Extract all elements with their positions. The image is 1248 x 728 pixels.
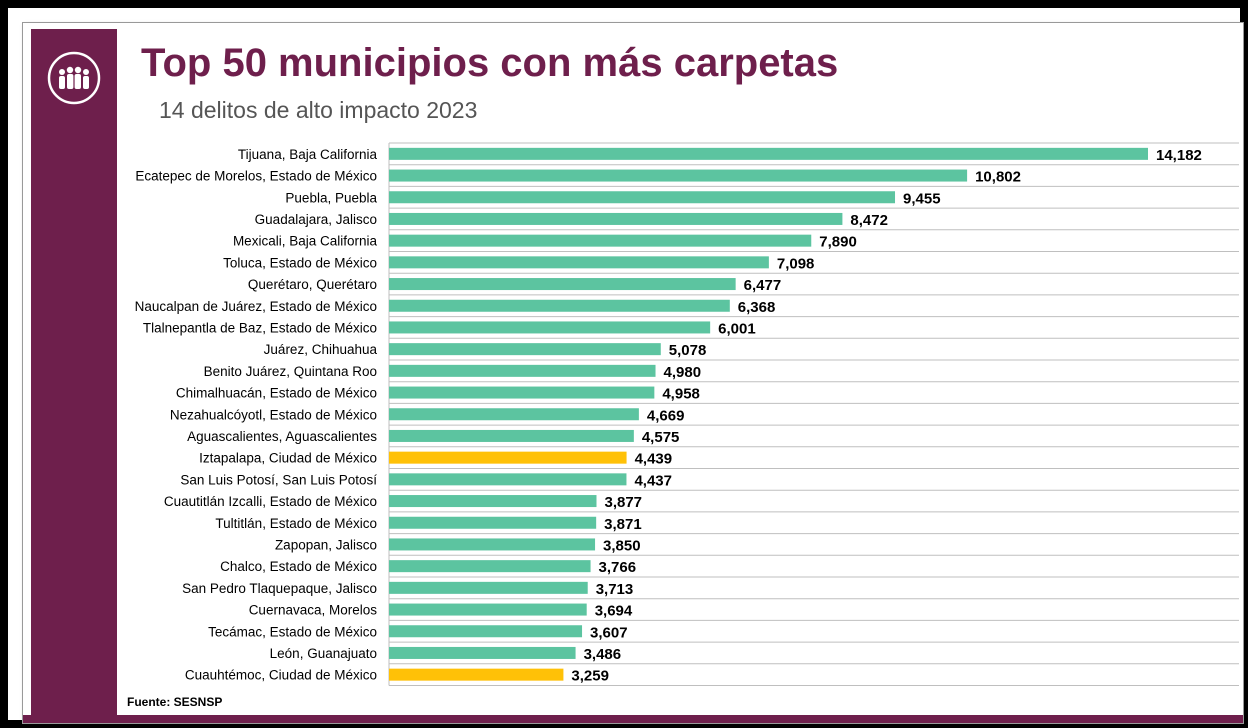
value-label: 3,766 bbox=[599, 559, 637, 576]
bar bbox=[389, 429, 634, 442]
value-label: 3,850 bbox=[603, 537, 641, 554]
category-label: Aguascalientes, Aguascalientes bbox=[187, 429, 377, 444]
category-label: Toluca, Estado de México bbox=[223, 255, 377, 270]
category-label: León, Guanajuato bbox=[270, 646, 377, 661]
bottom-strip bbox=[23, 715, 1243, 723]
bar bbox=[389, 625, 583, 638]
value-label: 3,694 bbox=[595, 603, 633, 620]
value-label: 3,871 bbox=[604, 516, 642, 533]
inner-frame: Top 50 municipios con más carpetas 14 de… bbox=[8, 8, 1244, 724]
value-label: 5,078 bbox=[669, 342, 707, 359]
bar bbox=[389, 668, 564, 681]
category-label: Tijuana, Baja California bbox=[238, 147, 378, 162]
category-label: Chimalhuacán, Estado de México bbox=[176, 386, 377, 401]
value-label: 4,980 bbox=[664, 364, 702, 381]
category-label: Cuauhtémoc, Ciudad de México bbox=[185, 668, 377, 683]
category-label: Mexicali, Baja California bbox=[233, 234, 378, 249]
bar bbox=[389, 299, 730, 312]
value-label: 6,001 bbox=[718, 320, 756, 337]
value-label: 7,890 bbox=[819, 234, 857, 251]
bar bbox=[389, 538, 596, 551]
bar bbox=[389, 321, 711, 334]
category-label: Iztapalapa, Ciudad de México bbox=[199, 451, 377, 466]
category-label: San Pedro Tlaquepaque, Jalisco bbox=[182, 581, 377, 596]
bar bbox=[389, 603, 587, 616]
value-label: 4,437 bbox=[634, 472, 672, 489]
category-label: Tecámac, Estado de México bbox=[208, 624, 377, 639]
bar bbox=[389, 516, 597, 529]
bar bbox=[389, 256, 769, 269]
category-label: Chalco, Estado de México bbox=[220, 559, 377, 574]
bar bbox=[389, 169, 968, 182]
category-label: San Luis Potosí, San Luis Potosí bbox=[180, 472, 377, 487]
category-label: Tultitlán, Estado de México bbox=[215, 516, 377, 531]
category-label: Juárez, Chihuahua bbox=[264, 342, 378, 357]
bar bbox=[389, 495, 597, 508]
bar bbox=[389, 212, 843, 225]
value-label: 9,455 bbox=[903, 190, 941, 207]
value-label: 7,098 bbox=[777, 255, 815, 272]
bar bbox=[389, 343, 661, 356]
value-label: 3,877 bbox=[604, 494, 642, 511]
bar bbox=[389, 646, 576, 659]
slide: Top 50 municipios con más carpetas 14 de… bbox=[22, 22, 1244, 724]
value-label: 3,713 bbox=[596, 581, 634, 598]
bar bbox=[389, 451, 627, 464]
value-label: 3,607 bbox=[590, 624, 628, 641]
category-label: Benito Juárez, Quintana Roo bbox=[204, 364, 377, 379]
category-label: Naucalpan de Juárez, Estado de México bbox=[135, 299, 377, 314]
category-label: Cuautitlán Izcalli, Estado de México bbox=[164, 494, 377, 509]
bar-chart: Tijuana, Baja California 14,182 Ecatepec d… bbox=[135, 142, 1239, 686]
value-label: 3,259 bbox=[571, 668, 609, 685]
bar bbox=[389, 560, 591, 573]
bar bbox=[389, 581, 588, 594]
bar bbox=[389, 408, 639, 421]
value-label: 10,802 bbox=[975, 169, 1021, 186]
value-label: 6,477 bbox=[744, 277, 782, 294]
category-label: Querétaro, Querétaro bbox=[248, 277, 377, 292]
value-label: 4,958 bbox=[662, 386, 700, 403]
bar bbox=[389, 473, 627, 486]
value-label: 6,368 bbox=[738, 299, 776, 316]
bar bbox=[389, 386, 655, 399]
source-note: Fuente: SESNSP bbox=[127, 695, 223, 709]
bar bbox=[389, 234, 812, 247]
bar bbox=[389, 278, 736, 291]
category-label: Ecatepec de Morelos, Estado de México bbox=[135, 169, 377, 184]
value-label: 3,486 bbox=[584, 646, 622, 663]
sidebar bbox=[31, 29, 117, 719]
category-label: Tlalnepantla de Baz, Estado de México bbox=[143, 320, 377, 335]
page-title: Top 50 municipios con más carpetas bbox=[141, 41, 839, 85]
value-label: 4,439 bbox=[635, 451, 673, 468]
value-label: 4,669 bbox=[647, 407, 685, 424]
category-label: Cuernavaca, Morelos bbox=[249, 603, 378, 618]
bar bbox=[389, 364, 656, 377]
value-label: 4,575 bbox=[642, 429, 680, 446]
page-subtitle: 14 delitos de alto impacto 2023 bbox=[159, 97, 478, 123]
category-label: Nezahualcóyotl, Estado de México bbox=[170, 407, 377, 422]
value-label: 8,472 bbox=[850, 212, 888, 229]
value-label: 14,182 bbox=[1156, 147, 1202, 164]
bar bbox=[389, 191, 896, 204]
category-label: Guadalajara, Jalisco bbox=[255, 212, 377, 227]
category-label: Puebla, Puebla bbox=[285, 190, 377, 205]
category-label: Zapopan, Jalisco bbox=[275, 537, 377, 552]
bar bbox=[389, 147, 1148, 160]
people-group-icon bbox=[47, 51, 101, 105]
